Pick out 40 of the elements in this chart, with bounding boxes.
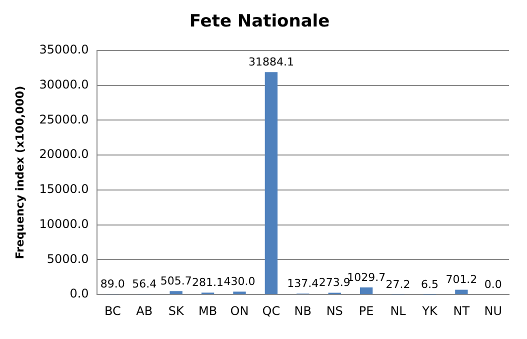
x-tick-label: AB [136, 304, 153, 318]
y-tick-label: 10000.0 [39, 216, 89, 231]
data-label: 56.4 [132, 278, 157, 291]
data-label: 6.5 [420, 278, 438, 291]
data-label: 273.9 [318, 276, 350, 290]
data-label: 505.7 [160, 274, 192, 288]
y-tick-label: 5000.0 [46, 252, 89, 266]
x-tick-label: NT [453, 304, 470, 318]
data-label: 0.0 [484, 278, 502, 291]
x-tick-label: NS [326, 304, 343, 318]
x-tick-label: NU [484, 304, 502, 318]
x-tick-label: QC [262, 304, 280, 318]
x-tick-label: NL [390, 304, 406, 318]
chart-title: Fete Nationale [189, 12, 330, 32]
data-label: 89.0 [100, 277, 125, 290]
x-tick-label: SK [168, 304, 185, 318]
data-label: 281.1 [192, 276, 224, 289]
bar [233, 292, 246, 294]
y-axis-title: Frequency index (x100,000) [13, 86, 26, 260]
bar [170, 291, 182, 294]
x-tick-label: MB [198, 304, 218, 318]
x-tick-label: NB [294, 304, 312, 318]
bar [455, 290, 468, 294]
data-label: 430.0 [224, 274, 256, 288]
data-label: 27.2 [386, 278, 410, 291]
x-tick-label: BC [104, 304, 121, 318]
y-tick-label: 35000.0 [39, 42, 89, 57]
y-tick-label: 0.0 [70, 286, 89, 301]
y-tick-label: 15000.0 [39, 182, 89, 196]
y-tick-label: 30000.0 [39, 77, 89, 92]
bar [264, 72, 278, 294]
bar [360, 287, 373, 294]
x-tick-label: PE [358, 304, 374, 318]
y-tick-label: 20000.0 [39, 147, 89, 162]
data-label: 137.4 [287, 277, 319, 290]
x-tick-label: ON [230, 304, 249, 318]
data-label: 31884.1 [248, 56, 294, 68]
x-tick-label: YK [421, 304, 438, 318]
y-tick-label: 25000.0 [39, 112, 89, 126]
data-label: 701.2 [446, 273, 478, 286]
